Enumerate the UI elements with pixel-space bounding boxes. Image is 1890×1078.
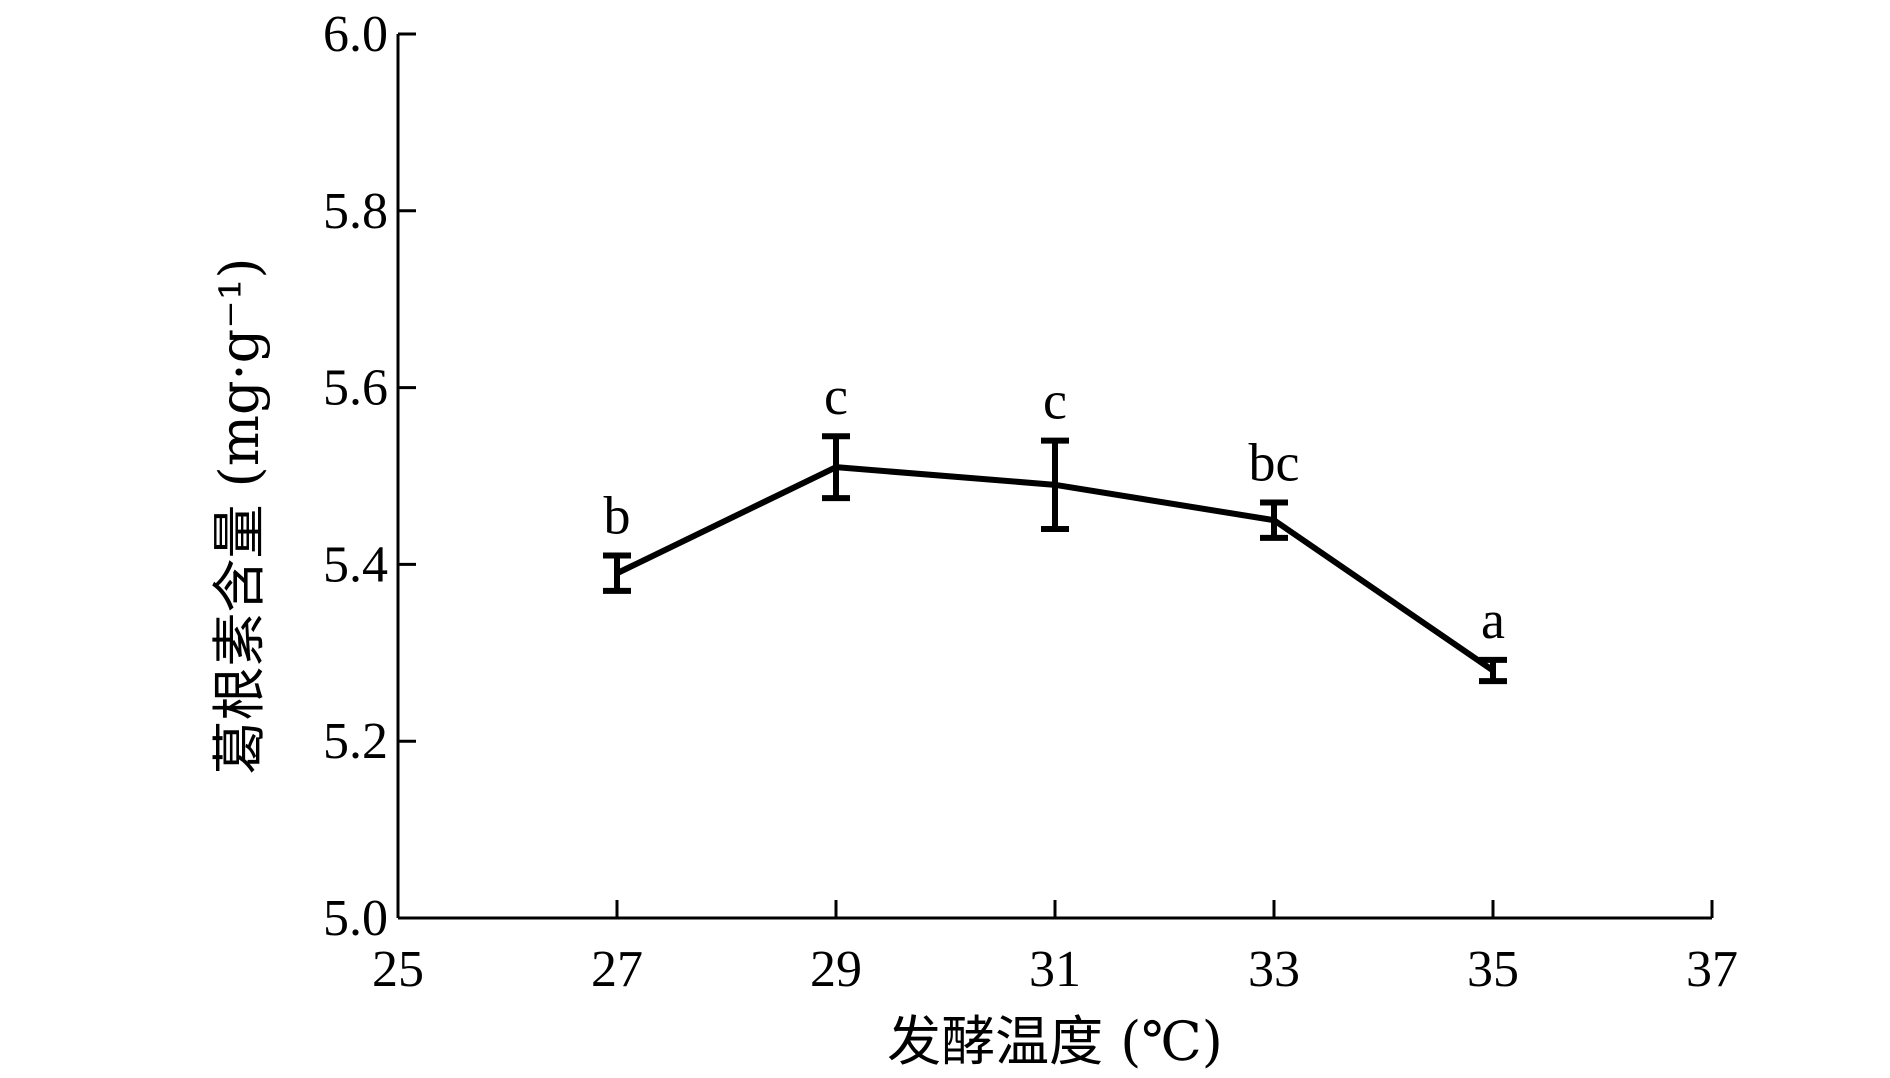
data-point xyxy=(1271,517,1277,524)
significance-label: a xyxy=(1481,590,1505,650)
x-tick-label: 31 xyxy=(1029,941,1081,998)
y-tick-label: 6.0 xyxy=(323,6,388,63)
significance-label: b xyxy=(604,486,631,546)
x-tick-label: 37 xyxy=(1686,941,1738,998)
x-tick-label: 33 xyxy=(1248,941,1300,998)
x-axis-title: 发酵温度 (℃) xyxy=(887,1010,1223,1073)
x-tick-label: 27 xyxy=(591,941,643,998)
y-tick-label: 5.6 xyxy=(323,360,388,417)
y-tick-label: 5.8 xyxy=(323,183,388,240)
y-ticks: 5.0 5.2 5.4 5.6 5.8 6.0 xyxy=(323,6,416,947)
significance-label: bc xyxy=(1249,433,1300,493)
significance-label: c xyxy=(1043,371,1067,431)
x-tick-label: 25 xyxy=(372,941,424,998)
x-tick-label: 29 xyxy=(810,941,862,998)
data-point xyxy=(1052,481,1058,488)
y-axis-title: 葛根素含量 (mg·g⁻¹) xyxy=(208,258,271,775)
data-point xyxy=(614,570,620,577)
y-tick-label: 5.4 xyxy=(323,536,388,593)
data-point xyxy=(1490,667,1496,674)
x-tick-label: 35 xyxy=(1467,941,1519,998)
data-point xyxy=(833,464,839,471)
y-tick-label: 5.0 xyxy=(323,890,388,947)
x-ticks: 25 27 29 31 33 35 37 xyxy=(372,900,1738,998)
significance-label: c xyxy=(824,366,848,426)
y-tick-label: 5.2 xyxy=(323,713,388,770)
